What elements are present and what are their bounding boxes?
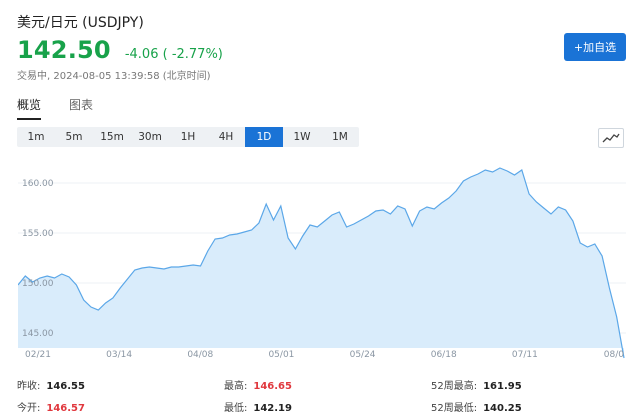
line-chart-icon: [602, 133, 620, 143]
price-chart[interactable]: 160.00 155.00 150.00 145.00 02/21 03/14 04/08 0…: [18, 154, 626, 366]
price-line: [18, 167, 625, 359]
x-tick-label: 02/21: [25, 350, 51, 360]
y-tick-label: 150.00: [22, 279, 54, 289]
y-tick-label: 155.00: [22, 229, 54, 239]
stat-52w-high: 52周最高: 161.95: [431, 380, 522, 392]
add-to-watchlist-button[interactable]: +加自选: [564, 33, 626, 61]
price-row: 142.50 -4.06 ( -2.77%): [17, 36, 223, 64]
interval-1m[interactable]: 1m: [27, 131, 45, 143]
tab-chart[interactable]: 图表: [69, 98, 94, 112]
interval-1d[interactable]: 1D: [245, 127, 283, 147]
x-tick-label: 05/24: [350, 350, 376, 360]
interval-30m[interactable]: 30m: [138, 131, 162, 143]
x-tick-label: 05/01: [268, 350, 294, 360]
trading-status: 交易中, 2024-08-05 13:39:58 (北京时间): [17, 71, 211, 82]
x-tick-label: 06/18: [431, 350, 457, 360]
interval-1w[interactable]: 1W: [293, 131, 311, 143]
interval-5m[interactable]: 5m: [65, 131, 83, 143]
y-tick-label: 160.00: [22, 179, 54, 189]
price-area: [18, 168, 624, 358]
change-value: -4.06: [124, 47, 159, 62]
interval-1h[interactable]: 1H: [180, 131, 196, 143]
stat-52w-low: 52周最低: 140.25: [431, 402, 522, 414]
interval-1mo[interactable]: 1M: [332, 131, 348, 143]
chart-type-button[interactable]: [598, 128, 624, 148]
tab-overview[interactable]: 概览: [17, 96, 42, 120]
stat-high: 最高: 146.65: [224, 380, 292, 392]
stats-row-2: 今开: 146.57 最低: 142.19 52周最低: 140.25: [17, 395, 627, 417]
interval-selector: 1m 5m 15m 30m 1H 4H 1D 1W 1M: [17, 127, 359, 147]
stat-open: 今开: 146.57: [17, 402, 85, 414]
interval-4h[interactable]: 4H: [218, 131, 234, 143]
stats-row-1: 昨收: 146.55 最高: 146.65 52周最高: 161.95: [17, 373, 627, 395]
stats-panel: 昨收: 146.55 最高: 146.65 52周最高: 161.95 今开: …: [17, 373, 627, 417]
x-tick-label: 03/14: [106, 350, 132, 360]
x-tick-label: 08/0: [604, 350, 624, 360]
pair-title: 美元/日元 (USDJPY): [17, 15, 144, 31]
y-tick-label: 145.00: [22, 329, 54, 339]
change-percent: ( -2.77%): [162, 47, 223, 62]
interval-15m[interactable]: 15m: [100, 131, 124, 143]
current-price: 142.50: [17, 36, 111, 64]
stat-prev-close: 昨收: 146.55: [17, 380, 85, 392]
stat-low: 最低: 142.19: [224, 402, 292, 414]
x-tick-label: 04/08: [187, 350, 213, 360]
main-tabs: 概览 图表: [17, 96, 94, 120]
price-change: -4.06 ( -2.77%): [125, 47, 223, 62]
x-tick-label: 07/11: [512, 350, 538, 360]
